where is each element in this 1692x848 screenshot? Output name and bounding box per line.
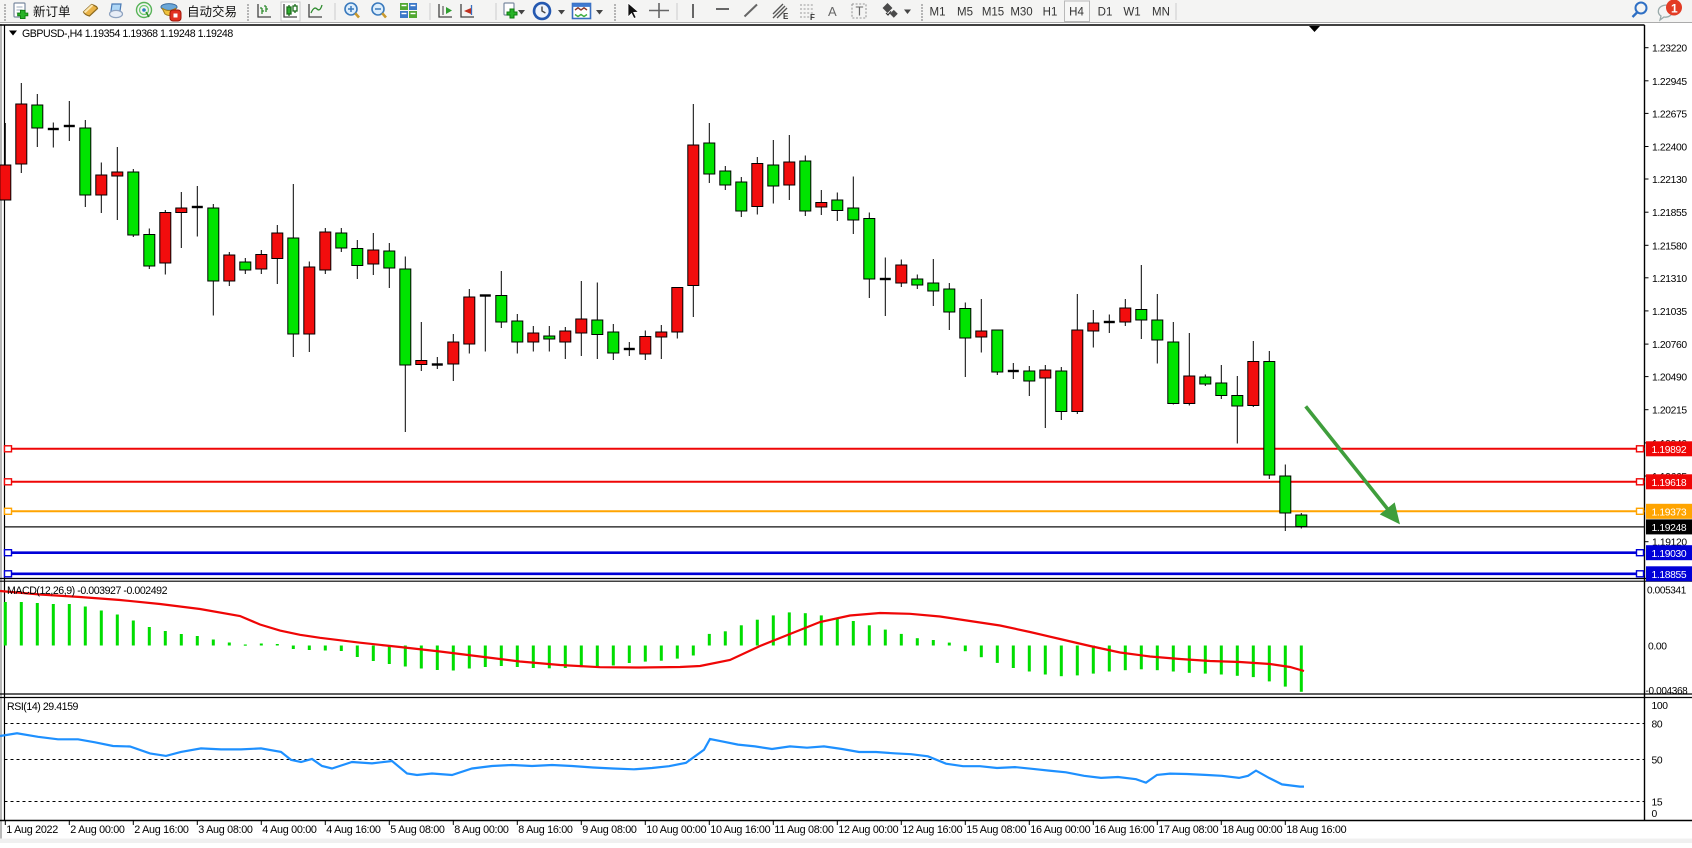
svg-text:1.22400: 1.22400 — [1652, 143, 1687, 154]
svg-text:F: F — [810, 13, 815, 22]
svg-text:M30: M30 — [1010, 7, 1032, 19]
svg-text:1.19373: 1.19373 — [1652, 508, 1687, 519]
svg-text:100: 100 — [1652, 701, 1669, 712]
svg-text:9 Aug 08:00: 9 Aug 08:00 — [582, 824, 637, 836]
svg-text:1: 1 — [1671, 2, 1678, 16]
svg-text:W1: W1 — [1123, 7, 1140, 19]
svg-text:15: 15 — [1652, 798, 1663, 809]
svg-text:1.19120: 1.19120 — [1652, 538, 1687, 549]
svg-text:8 Aug 00:00: 8 Aug 00:00 — [454, 824, 509, 836]
svg-text:0.005341: 0.005341 — [1647, 586, 1687, 597]
svg-text:自动交易: 自动交易 — [187, 4, 237, 19]
svg-text:4 Aug 16:00: 4 Aug 16:00 — [326, 824, 381, 836]
svg-text:0.00: 0.00 — [1648, 642, 1667, 653]
svg-text:16 Aug 00:00: 16 Aug 00:00 — [1030, 824, 1090, 836]
svg-text:50: 50 — [1652, 756, 1663, 767]
svg-text:-0.004368: -0.004368 — [1646, 686, 1689, 697]
svg-text:1 Aug 2022: 1 Aug 2022 — [6, 824, 58, 836]
svg-text:1.20490: 1.20490 — [1652, 373, 1687, 384]
svg-text:1.21035: 1.21035 — [1652, 307, 1687, 318]
svg-text:1.18855: 1.18855 — [1652, 570, 1687, 581]
svg-text:8 Aug 16:00: 8 Aug 16:00 — [518, 824, 573, 836]
svg-text:17 Aug 08:00: 17 Aug 08:00 — [1158, 824, 1218, 836]
svg-text:1.22675: 1.22675 — [1652, 109, 1687, 120]
svg-text:H1: H1 — [1043, 7, 1058, 19]
svg-text:MN: MN — [1152, 7, 1170, 19]
svg-text:1.19892: 1.19892 — [1652, 445, 1687, 456]
svg-text:1.19248: 1.19248 — [1652, 523, 1687, 534]
svg-text:16 Aug 16:00: 16 Aug 16:00 — [1094, 824, 1154, 836]
svg-text:1.20215: 1.20215 — [1652, 406, 1687, 417]
svg-text:1.19030: 1.19030 — [1652, 549, 1687, 560]
svg-text:1.22945: 1.22945 — [1652, 77, 1687, 88]
svg-text:4 Aug 00:00: 4 Aug 00:00 — [262, 824, 317, 836]
svg-text:1.21580: 1.21580 — [1652, 241, 1687, 252]
svg-text:0: 0 — [1652, 809, 1658, 820]
svg-text:1.21855: 1.21855 — [1652, 208, 1687, 219]
svg-text:M5: M5 — [957, 7, 973, 19]
svg-text:E: E — [783, 12, 789, 21]
svg-text:3 Aug 08:00: 3 Aug 08:00 — [198, 824, 253, 836]
svg-text:M1: M1 — [930, 7, 946, 19]
svg-text:1.21310: 1.21310 — [1652, 274, 1687, 285]
svg-text:1.22130: 1.22130 — [1652, 175, 1687, 186]
svg-text:2 Aug 16:00: 2 Aug 16:00 — [134, 824, 189, 836]
svg-text:M15: M15 — [982, 7, 1004, 19]
svg-text:GBPUSD-,H4 1.19354 1.19368 1.: GBPUSD-,H4 1.19354 1.19368 1.19248 1.192… — [22, 28, 233, 40]
svg-text:10 Aug 16:00: 10 Aug 16:00 — [710, 824, 770, 836]
svg-text:RSI(14) 29.4159: RSI(14) 29.4159 — [7, 701, 79, 713]
svg-text:15 Aug 08:00: 15 Aug 08:00 — [966, 824, 1026, 836]
svg-text:A: A — [828, 4, 837, 19]
svg-text:12 Aug 16:00: 12 Aug 16:00 — [902, 824, 962, 836]
svg-text:18 Aug 00:00: 18 Aug 00:00 — [1222, 824, 1282, 836]
svg-text:1.23220: 1.23220 — [1652, 44, 1687, 55]
svg-text:H4: H4 — [1069, 7, 1084, 19]
svg-text:1.20760: 1.20760 — [1652, 340, 1687, 351]
svg-text:MACD(12,26,9) -0.003927 -0.002: MACD(12,26,9) -0.003927 -0.002492 — [7, 585, 168, 597]
svg-text:12 Aug 00:00: 12 Aug 00:00 — [838, 824, 898, 836]
svg-text:5 Aug 08:00: 5 Aug 08:00 — [390, 824, 445, 836]
svg-text:2 Aug 00:00: 2 Aug 00:00 — [70, 824, 125, 836]
svg-text:80: 80 — [1652, 720, 1663, 731]
svg-text:11 Aug 08:00: 11 Aug 08:00 — [774, 824, 834, 836]
svg-text:18 Aug 16:00: 18 Aug 16:00 — [1286, 824, 1346, 836]
svg-text:新订单: 新订单 — [33, 4, 71, 19]
svg-text:T: T — [856, 4, 864, 19]
svg-text:D1: D1 — [1098, 7, 1113, 19]
svg-text:10 Aug 00:00: 10 Aug 00:00 — [646, 824, 706, 836]
svg-text:1.19618: 1.19618 — [1652, 478, 1687, 489]
